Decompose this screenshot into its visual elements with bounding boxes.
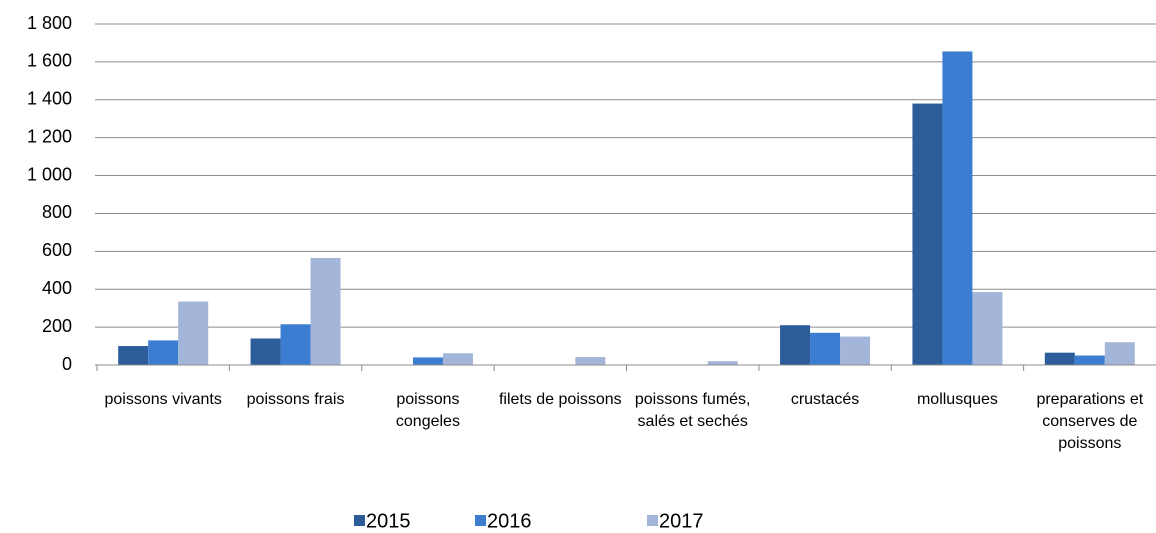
bar: [148, 340, 179, 365]
bar: [310, 257, 341, 365]
x-tick-label: poissons fumés, salés et sechés: [634, 391, 751, 430]
bar: [942, 51, 973, 365]
x-tick-label: poissons vivants: [104, 391, 222, 408]
x-tick-label: poissons congeles: [395, 391, 460, 430]
x-tick-label: crustacés: [790, 391, 860, 408]
y-tick-label: 1 200: [27, 126, 72, 146]
y-tick-label: 200: [42, 316, 72, 336]
bar: [1104, 342, 1135, 365]
y-tick-label: 400: [42, 278, 72, 298]
bar: [1074, 355, 1105, 365]
bar: [280, 324, 311, 365]
bar: [178, 301, 209, 365]
x-tick-label: filets de poissons: [498, 391, 622, 408]
legend-label: 2017: [659, 510, 704, 532]
y-tick-label: 1 800: [27, 13, 72, 33]
x-tick-label: mollusques: [916, 391, 998, 408]
y-tick-label: 0: [62, 354, 72, 374]
bar: [912, 103, 943, 366]
bar: [575, 357, 606, 365]
bar: [972, 292, 1003, 365]
bar: [118, 346, 149, 365]
legend-swatch: [475, 515, 486, 526]
bar: [840, 336, 871, 365]
legend-label: 2016: [487, 510, 532, 532]
y-tick-label: 600: [42, 240, 72, 260]
y-tick-label: 1 400: [27, 89, 72, 109]
y-tick-label: 800: [42, 202, 72, 222]
bar: [442, 353, 473, 365]
y-tick-label: 1 000: [27, 164, 72, 184]
bar: [412, 357, 443, 365]
bar: [707, 361, 738, 365]
x-tick-label: preparations et conserves de poissons: [1036, 391, 1144, 452]
y-tick-label: 1 600: [27, 51, 72, 71]
bar: [1044, 352, 1075, 365]
bar: [810, 332, 841, 365]
bar: [780, 325, 811, 365]
x-tick-label: poissons frais: [246, 391, 345, 408]
legend-swatch: [354, 515, 365, 526]
legend-label: 2015: [366, 510, 411, 532]
bar: [250, 338, 281, 365]
legend-swatch: [647, 515, 658, 526]
